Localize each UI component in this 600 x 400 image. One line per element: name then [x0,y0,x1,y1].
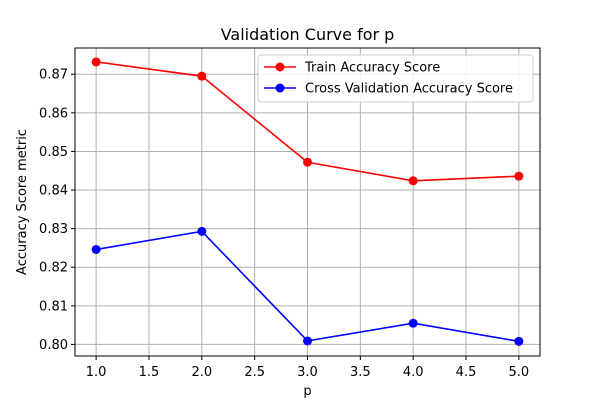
series-point [197,226,207,236]
series-point [197,71,207,81]
x-tick-label: 2.0 [191,365,212,380]
legend-label: Train Accuracy Score [304,61,440,76]
x-tick-label: 3.5 [350,365,371,380]
x-tick-label: 2.5 [244,365,265,380]
series-point [91,244,101,254]
chart-title: Validation Curve for p [221,25,395,44]
series-point [514,171,524,181]
y-tick-label: 0.82 [39,261,68,276]
y-tick-label: 0.83 [39,222,68,237]
x-tick-label: 3.0 [297,365,318,380]
axis-ticks: 1.0 1.5 2.0 2.5 3.0 3.5 4.0 4.5 5.0 0.80 0.81 0.82 0… [39,68,529,380]
series-point [514,336,524,346]
y-tick-label: 0.85 [39,145,68,160]
legend-label: Cross Validation Accuracy Score [305,82,513,97]
series-point [303,157,312,167]
x-tick-label: 4.0 [403,365,424,380]
x-tick-label: 5.0 [509,365,530,380]
legend-marker [275,62,285,72]
x-tick-label: 1.5 [139,365,160,380]
plot-series [91,57,524,346]
legend-box [257,54,534,103]
x-axis-label: p [303,384,311,399]
series-point [91,57,101,67]
y-tick-label: 0.86 [39,106,68,121]
legend: Train Accuracy Score Cross Validation Acc… [257,54,534,103]
series-point [408,318,418,328]
y-tick-label: 0.84 [39,184,68,199]
x-tick-label: 4.5 [456,365,477,380]
series-point [303,336,312,346]
x-tick-label: 1.0 [86,365,107,380]
series-point [408,176,418,186]
y-tick-label: 0.87 [39,68,68,83]
y-tick-label: 0.80 [39,338,68,353]
y-tick-label: 0.81 [39,299,68,314]
legend-marker [275,83,285,93]
y-axis-label: Accuracy Score metric [15,129,30,275]
